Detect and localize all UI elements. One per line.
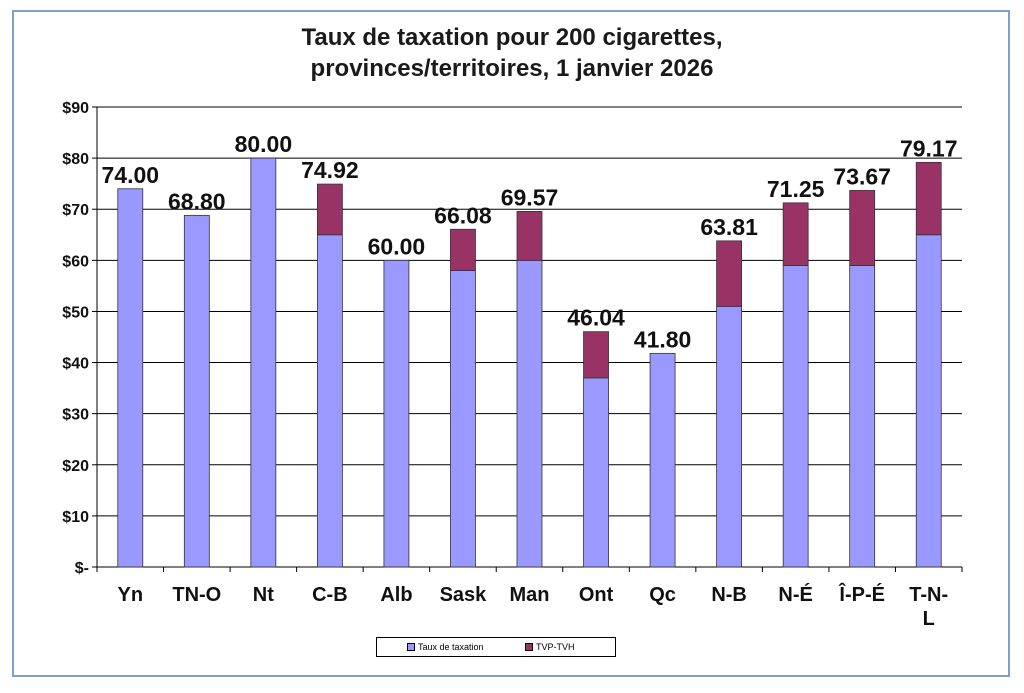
bar-taux-2 <box>250 157 277 568</box>
x-tick-label: Yn <box>117 584 143 606</box>
bar-tvp-7 <box>583 331 609 379</box>
x-tick-label: Alb <box>380 584 412 606</box>
y-tick-label: $70 <box>62 202 89 219</box>
x-tick-label: Nt <box>253 584 274 606</box>
bar-taux-6 <box>516 259 543 568</box>
data-label: 41.80 <box>634 326 692 352</box>
bar-taux-11 <box>849 265 876 568</box>
legend-item-taux: Taux de taxation <box>407 642 484 652</box>
data-label: 60.00 <box>368 233 426 259</box>
x-tick-label: Sask <box>440 584 488 606</box>
y-tick-label: $30 <box>62 407 89 424</box>
bar-tvp-9 <box>716 240 743 307</box>
data-label: 69.57 <box>501 184 559 210</box>
legend-item-tvp: TVP-TVH <box>525 642 575 652</box>
bar-taux-7 <box>583 377 609 568</box>
bar-tvp-3 <box>316 183 343 236</box>
y-tick-label: $80 <box>62 151 89 168</box>
y-tick-label: $90 <box>62 100 89 117</box>
bar-taux-0 <box>117 188 144 568</box>
bar-taux-5 <box>450 270 476 568</box>
legend-label-taux: Taux de taxation <box>418 642 484 652</box>
y-tick-label: $40 <box>62 356 89 373</box>
bar-taux-10 <box>782 265 809 568</box>
x-tick-label: Ont <box>579 584 614 606</box>
data-label: 71.25 <box>767 176 825 202</box>
legend-swatch-taux <box>407 643 415 651</box>
x-tick-label: TN-O <box>172 584 221 606</box>
data-label: 63.81 <box>700 214 758 240</box>
bar-taux-3 <box>316 234 343 568</box>
bar-tvp-12 <box>915 161 942 236</box>
y-tick-label: $60 <box>62 253 89 270</box>
data-label: 66.08 <box>434 202 492 228</box>
bar-tvp-10 <box>782 202 809 266</box>
bar-taux-9 <box>716 305 743 568</box>
data-label: 80.00 <box>235 131 293 157</box>
bar-taux-1 <box>183 214 210 568</box>
bar-taux-4 <box>383 259 410 568</box>
x-tick-label: L <box>923 608 935 630</box>
y-tick-label: $20 <box>62 458 89 475</box>
x-tick-label: Î-P-É <box>838 582 885 606</box>
x-tick-label: Qc <box>649 584 676 606</box>
legend-label-tvp: TVP-TVH <box>536 642 575 652</box>
x-tick-label: N-É <box>778 583 812 606</box>
x-tick-label: T-N- <box>909 584 948 606</box>
y-tick-label: $- <box>75 560 89 577</box>
bar-tvp-6 <box>516 211 543 261</box>
data-label: 73.67 <box>833 163 891 189</box>
x-tick-label: C-B <box>312 584 348 606</box>
data-label: 68.80 <box>168 188 226 214</box>
bar-tvp-11 <box>849 190 876 266</box>
bar-tvp-5 <box>450 228 476 271</box>
y-tick-label: $50 <box>62 304 89 321</box>
chart-frame <box>12 10 1010 677</box>
chart-title: Taux de taxation pour 200 cigarettes, pr… <box>0 22 1024 84</box>
data-label: 74.92 <box>301 157 359 183</box>
chart-title-line-1: Taux de taxation pour 200 cigarettes, <box>301 24 723 51</box>
y-tick-label: $10 <box>62 509 89 526</box>
data-label: 79.17 <box>900 135 958 161</box>
legend: Taux de taxation TVP-TVH <box>376 637 616 657</box>
x-tick-label: N-B <box>711 584 747 606</box>
chart-title-line-2: provinces/territoires, 1 janvier 2026 <box>310 55 714 82</box>
data-label: 74.00 <box>101 162 159 188</box>
bar-taux-12 <box>915 234 942 568</box>
x-tick-label: Man <box>510 584 550 606</box>
legend-swatch-tvp <box>525 643 533 651</box>
data-label: 46.04 <box>567 305 625 331</box>
bar-taux-8 <box>649 352 676 568</box>
